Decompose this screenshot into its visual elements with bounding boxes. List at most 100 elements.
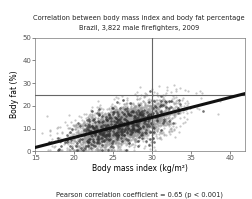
Point	[102, 145, 106, 149]
Point	[78, 122, 82, 125]
Text: Pearson correlation coefficient = 0.65 (p < 0.001): Pearson correlation coefficient = 0.65 (…	[55, 191, 222, 198]
Point	[162, 119, 166, 122]
Point	[98, 136, 102, 139]
Point	[107, 142, 111, 145]
Point	[138, 93, 142, 96]
Point	[130, 117, 134, 121]
Point	[106, 117, 110, 120]
Point	[100, 120, 104, 123]
Point	[109, 118, 113, 122]
Point	[106, 121, 110, 124]
Point	[96, 120, 100, 123]
Point	[116, 122, 120, 125]
Point	[83, 141, 87, 145]
Point	[105, 117, 109, 120]
Point	[71, 148, 75, 152]
Point	[81, 139, 85, 142]
Point	[136, 111, 140, 114]
Point	[110, 130, 114, 133]
Point	[154, 129, 158, 132]
Point	[102, 112, 106, 115]
Point	[109, 123, 113, 126]
Point	[99, 129, 103, 132]
Point	[139, 116, 143, 120]
Point	[133, 127, 137, 130]
Point	[105, 142, 109, 145]
Point	[146, 116, 150, 120]
Point	[151, 119, 155, 122]
Point	[131, 121, 135, 124]
Point	[89, 136, 93, 139]
Point	[133, 130, 137, 133]
Point	[143, 103, 147, 106]
Point	[124, 107, 129, 110]
Point	[153, 111, 157, 114]
Point	[96, 148, 100, 152]
Point	[132, 120, 136, 123]
Point	[88, 131, 92, 134]
Point	[146, 117, 150, 120]
Point	[132, 108, 136, 111]
Point	[135, 132, 139, 136]
Point	[85, 125, 89, 128]
Point	[129, 122, 133, 125]
Point	[72, 138, 76, 141]
Point	[145, 115, 149, 118]
Point	[107, 121, 111, 125]
Point	[90, 129, 94, 133]
Point	[116, 128, 120, 131]
Point	[79, 132, 83, 135]
Point	[124, 125, 128, 128]
Point	[98, 124, 102, 127]
Point	[76, 147, 80, 150]
Point	[114, 138, 118, 141]
Point	[139, 129, 143, 132]
Point	[127, 120, 131, 123]
Point	[147, 112, 151, 115]
Point	[167, 115, 171, 118]
Point	[119, 129, 123, 132]
Point	[127, 115, 131, 119]
Point	[81, 148, 85, 152]
Point	[107, 122, 111, 125]
Point	[115, 136, 119, 139]
Point	[81, 137, 85, 140]
Point	[96, 134, 100, 137]
Point	[144, 128, 148, 131]
Point	[112, 120, 116, 123]
Point	[145, 121, 149, 124]
Point	[131, 115, 135, 118]
Point	[143, 116, 147, 119]
Point	[159, 109, 163, 112]
Point	[112, 129, 116, 132]
Point	[150, 99, 154, 102]
Point	[90, 127, 94, 130]
Point	[108, 126, 112, 129]
Point	[78, 127, 82, 130]
Point	[127, 117, 131, 120]
Point	[90, 129, 94, 133]
Point	[108, 121, 112, 124]
Point	[132, 146, 136, 149]
Point	[108, 133, 112, 136]
Point	[96, 131, 100, 134]
Point	[147, 118, 151, 121]
Point	[124, 109, 128, 112]
Point	[119, 137, 123, 140]
Point	[123, 129, 127, 132]
Point	[96, 114, 100, 117]
Point	[143, 112, 147, 115]
Point	[100, 139, 104, 142]
Point	[117, 124, 121, 128]
Point	[138, 107, 142, 110]
Point	[114, 131, 118, 134]
Point	[99, 125, 103, 128]
Point	[140, 112, 144, 116]
Point	[132, 117, 136, 120]
Point	[141, 121, 145, 125]
Point	[118, 130, 122, 133]
Point	[119, 114, 123, 117]
Point	[118, 128, 122, 131]
Point	[148, 112, 152, 116]
Point	[131, 114, 135, 117]
